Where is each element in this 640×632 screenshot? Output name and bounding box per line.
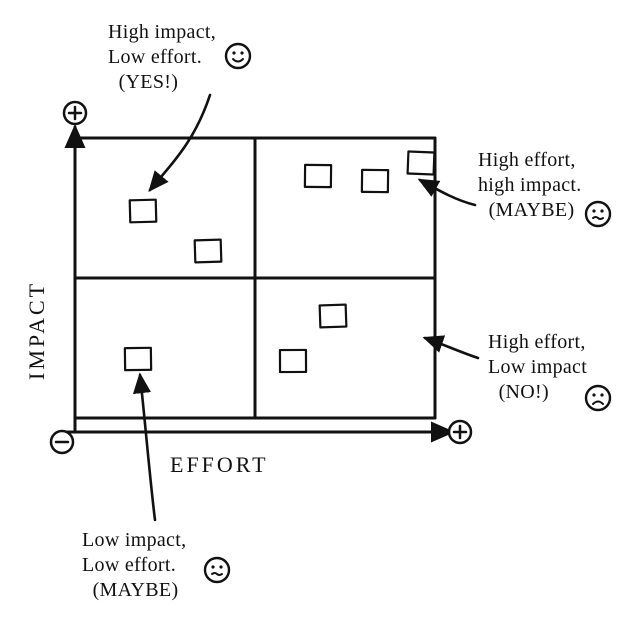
axis-label-effort: EFFORT <box>170 452 269 478</box>
annotation-suffix: (YES!) <box>108 71 178 93</box>
impact-effort-matrix: { "diagram": { "type": "quadrant-matrix"… <box>0 0 640 632</box>
axis-label-impact: IMPACT <box>24 281 50 380</box>
annotation-text: High effort, high impact. <box>478 149 582 196</box>
annotation-q3: Low impact, Low effort. (MAYBE) <box>82 528 186 603</box>
annotation-text: Low impact, Low effort. <box>82 529 186 576</box>
annotation-q2: High effort, high impact. (MAYBE) <box>478 148 582 223</box>
annotation-suffix: (NO!) <box>488 381 549 403</box>
annotation-text: High effort, Low impact <box>488 331 587 378</box>
annotation-q1: High impact, Low effort. (YES!) <box>108 20 216 95</box>
annotation-text: High impact, Low effort. <box>108 21 216 68</box>
annotation-suffix: (MAYBE) <box>82 579 178 601</box>
annotation-suffix: (MAYBE) <box>478 199 574 221</box>
annotation-q4: High effort, Low impact (NO!) <box>488 330 587 405</box>
